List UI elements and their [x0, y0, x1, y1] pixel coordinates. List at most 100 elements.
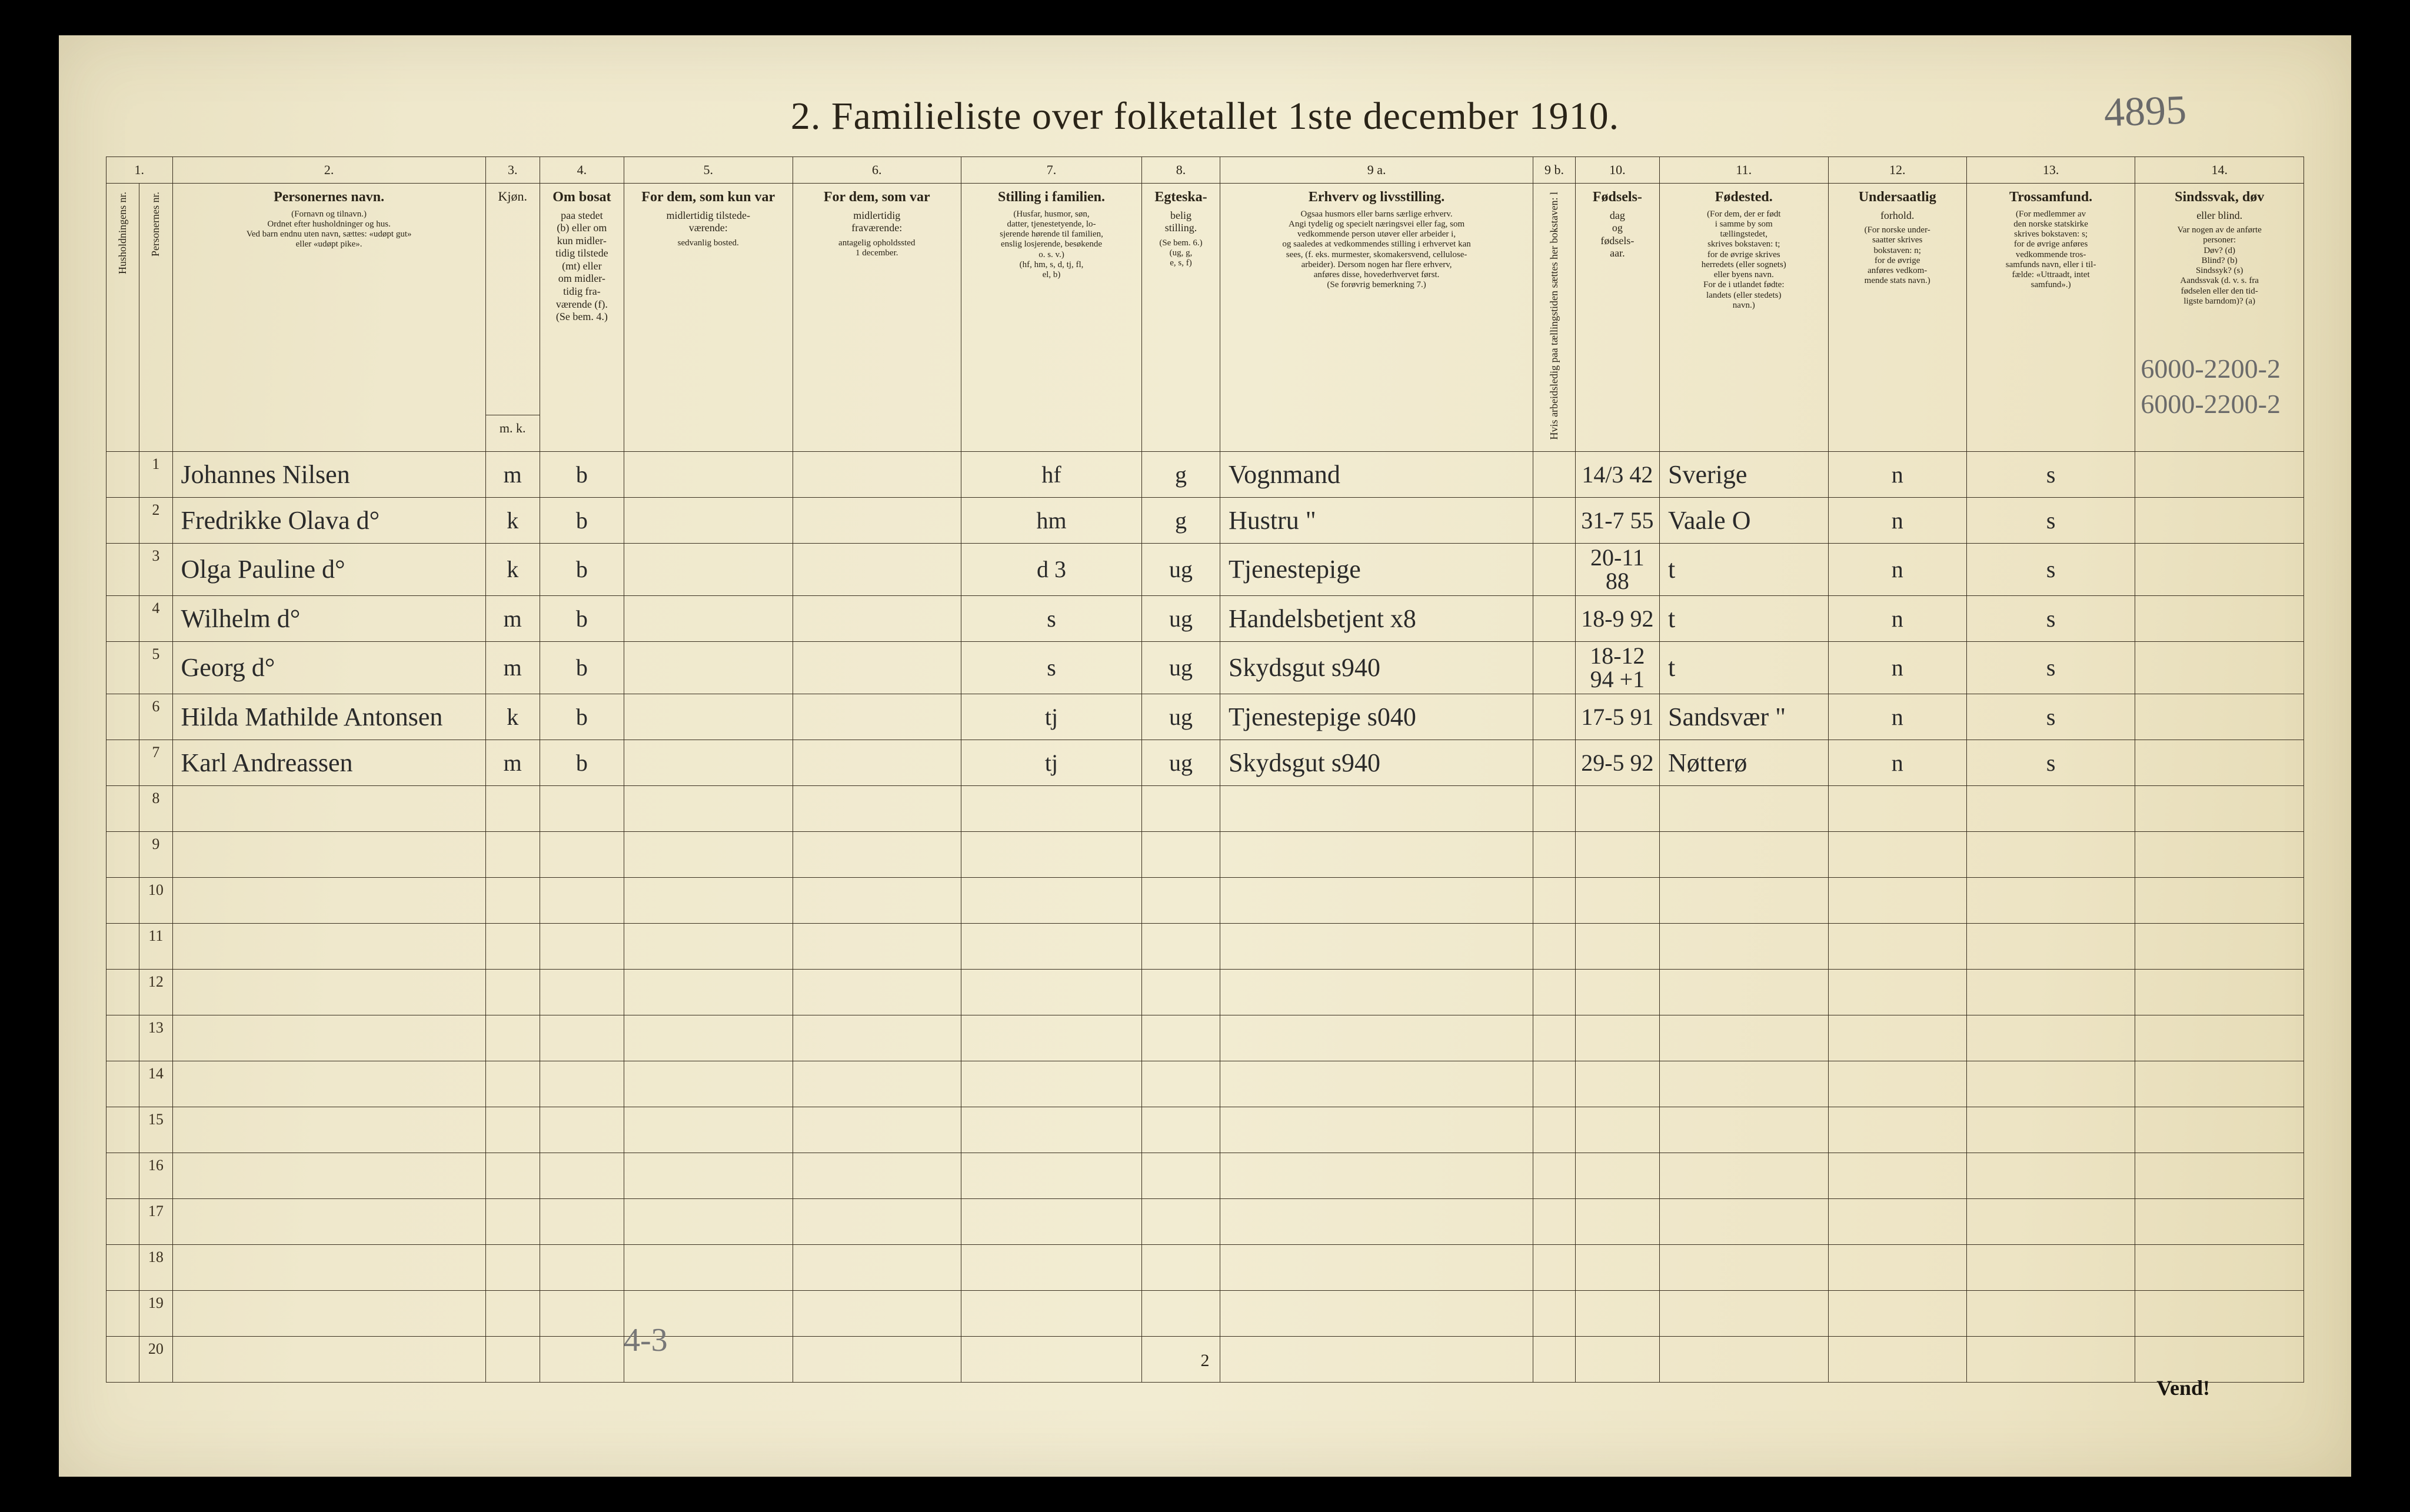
cell: 20-11 88: [1575, 544, 1659, 596]
cell: [961, 1337, 1142, 1383]
cell: [1828, 1015, 1966, 1061]
cell: [1966, 1337, 2135, 1383]
cell: [2135, 642, 2304, 694]
cell: [961, 1107, 1142, 1153]
cell: [1533, 740, 1576, 786]
col-num: 3.: [485, 157, 540, 184]
cell: [1220, 1061, 1533, 1107]
page-number: 2: [1201, 1351, 1210, 1371]
cell: [1660, 786, 1829, 832]
cell: 4: [139, 596, 172, 642]
cell: b: [540, 452, 624, 498]
cell: [106, 1061, 139, 1107]
cell: [172, 1245, 485, 1291]
cell: [961, 1015, 1142, 1061]
cell: [1575, 1291, 1659, 1337]
cell: 8: [139, 786, 172, 832]
cell: [2135, 786, 2304, 832]
cell: [2135, 498, 2304, 544]
cell: 17-5 91: [1575, 694, 1659, 740]
cell: 18-12 94 +1: [1575, 642, 1659, 694]
cell: [624, 1153, 793, 1199]
cell: [1142, 1245, 1220, 1291]
cell: [1533, 878, 1576, 924]
cell: [1660, 1015, 1829, 1061]
cell: t: [1660, 544, 1829, 596]
col-subheader-mk: m. k.: [485, 415, 540, 452]
cell: [106, 1107, 139, 1153]
cell: [540, 1061, 624, 1107]
cell: ug: [1142, 596, 1220, 642]
cell: d 3: [961, 544, 1142, 596]
census-table: 1.2.3.4.5.6.7.8.9 a.9 b.10.11.12.13.14. …: [106, 156, 2304, 1383]
col-num: 9 b.: [1533, 157, 1576, 184]
cell: hf: [961, 452, 1142, 498]
form-title: 2. Familieliste over folketallet 1ste de…: [106, 94, 2304, 139]
cell: [793, 1153, 961, 1199]
cell: [106, 452, 139, 498]
cell: [1828, 832, 1966, 878]
cell: [1533, 1107, 1576, 1153]
cell: [1966, 786, 2135, 832]
table-row: 11: [106, 924, 2304, 970]
cell: [1660, 924, 1829, 970]
cell: 6: [139, 694, 172, 740]
cell: s: [961, 642, 1142, 694]
cell: [1533, 1291, 1576, 1337]
cell: [1575, 786, 1659, 832]
cell: [1966, 924, 2135, 970]
cell: [1828, 970, 1966, 1015]
cell: b: [540, 596, 624, 642]
cell: [1533, 970, 1576, 1015]
cell: [106, 740, 139, 786]
cell: Tjenestepige: [1220, 544, 1533, 596]
cell: [485, 786, 540, 832]
cell: [1533, 596, 1576, 642]
cell: t: [1660, 642, 1829, 694]
cell: [1533, 694, 1576, 740]
cell: [961, 832, 1142, 878]
cell: n: [1828, 452, 1966, 498]
cell: [624, 740, 793, 786]
cell: [106, 924, 139, 970]
cell: s: [1966, 544, 2135, 596]
cell: [106, 642, 139, 694]
cell: 2: [139, 498, 172, 544]
col-header: For dem, som kun varmidlertidig tilstede…: [624, 183, 793, 452]
cell: [961, 1291, 1142, 1337]
cell: s: [1966, 452, 2135, 498]
cell: [961, 878, 1142, 924]
cell: [1660, 1153, 1829, 1199]
cell: n: [1828, 642, 1966, 694]
cell: [485, 1153, 540, 1199]
cell: [961, 786, 1142, 832]
cell: [106, 1291, 139, 1337]
cell: [1142, 878, 1220, 924]
cell: [1660, 1199, 1829, 1245]
cell: [540, 1015, 624, 1061]
cell: [106, 878, 139, 924]
table-row: 12: [106, 970, 2304, 1015]
cell: [1142, 1015, 1220, 1061]
cell: n: [1828, 694, 1966, 740]
cell: ug: [1142, 694, 1220, 740]
cell: [2135, 740, 2304, 786]
cell: [1220, 1015, 1533, 1061]
col-header: Fødested.(For dem, der er født i samme b…: [1660, 183, 1829, 452]
cell: 9: [139, 832, 172, 878]
cell: [624, 970, 793, 1015]
cell: Hilda Mathilde Antonsen: [172, 694, 485, 740]
cell: [1575, 1199, 1659, 1245]
col-header-vertical: Personernes nr.: [139, 183, 172, 452]
cell: [793, 596, 961, 642]
cell: [540, 970, 624, 1015]
cell: [1660, 832, 1829, 878]
cell: [106, 1199, 139, 1245]
cell: [793, 642, 961, 694]
cell: [793, 1337, 961, 1383]
cell: [172, 1291, 485, 1337]
table-header: 1.2.3.4.5.6.7.8.9 a.9 b.10.11.12.13.14. …: [106, 157, 2304, 452]
cell: [1828, 878, 1966, 924]
col-header: For dem, som varmidlertidig fraværende:a…: [793, 183, 961, 452]
cell: m: [485, 452, 540, 498]
